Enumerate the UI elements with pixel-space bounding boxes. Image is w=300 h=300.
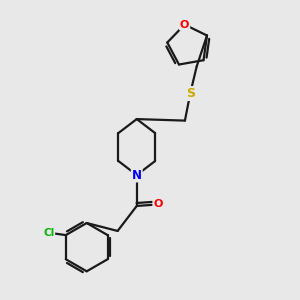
Text: O: O	[153, 200, 163, 209]
Text: N: N	[132, 169, 142, 182]
Text: S: S	[186, 87, 195, 100]
Text: O: O	[180, 20, 189, 30]
Text: Cl: Cl	[43, 228, 54, 238]
